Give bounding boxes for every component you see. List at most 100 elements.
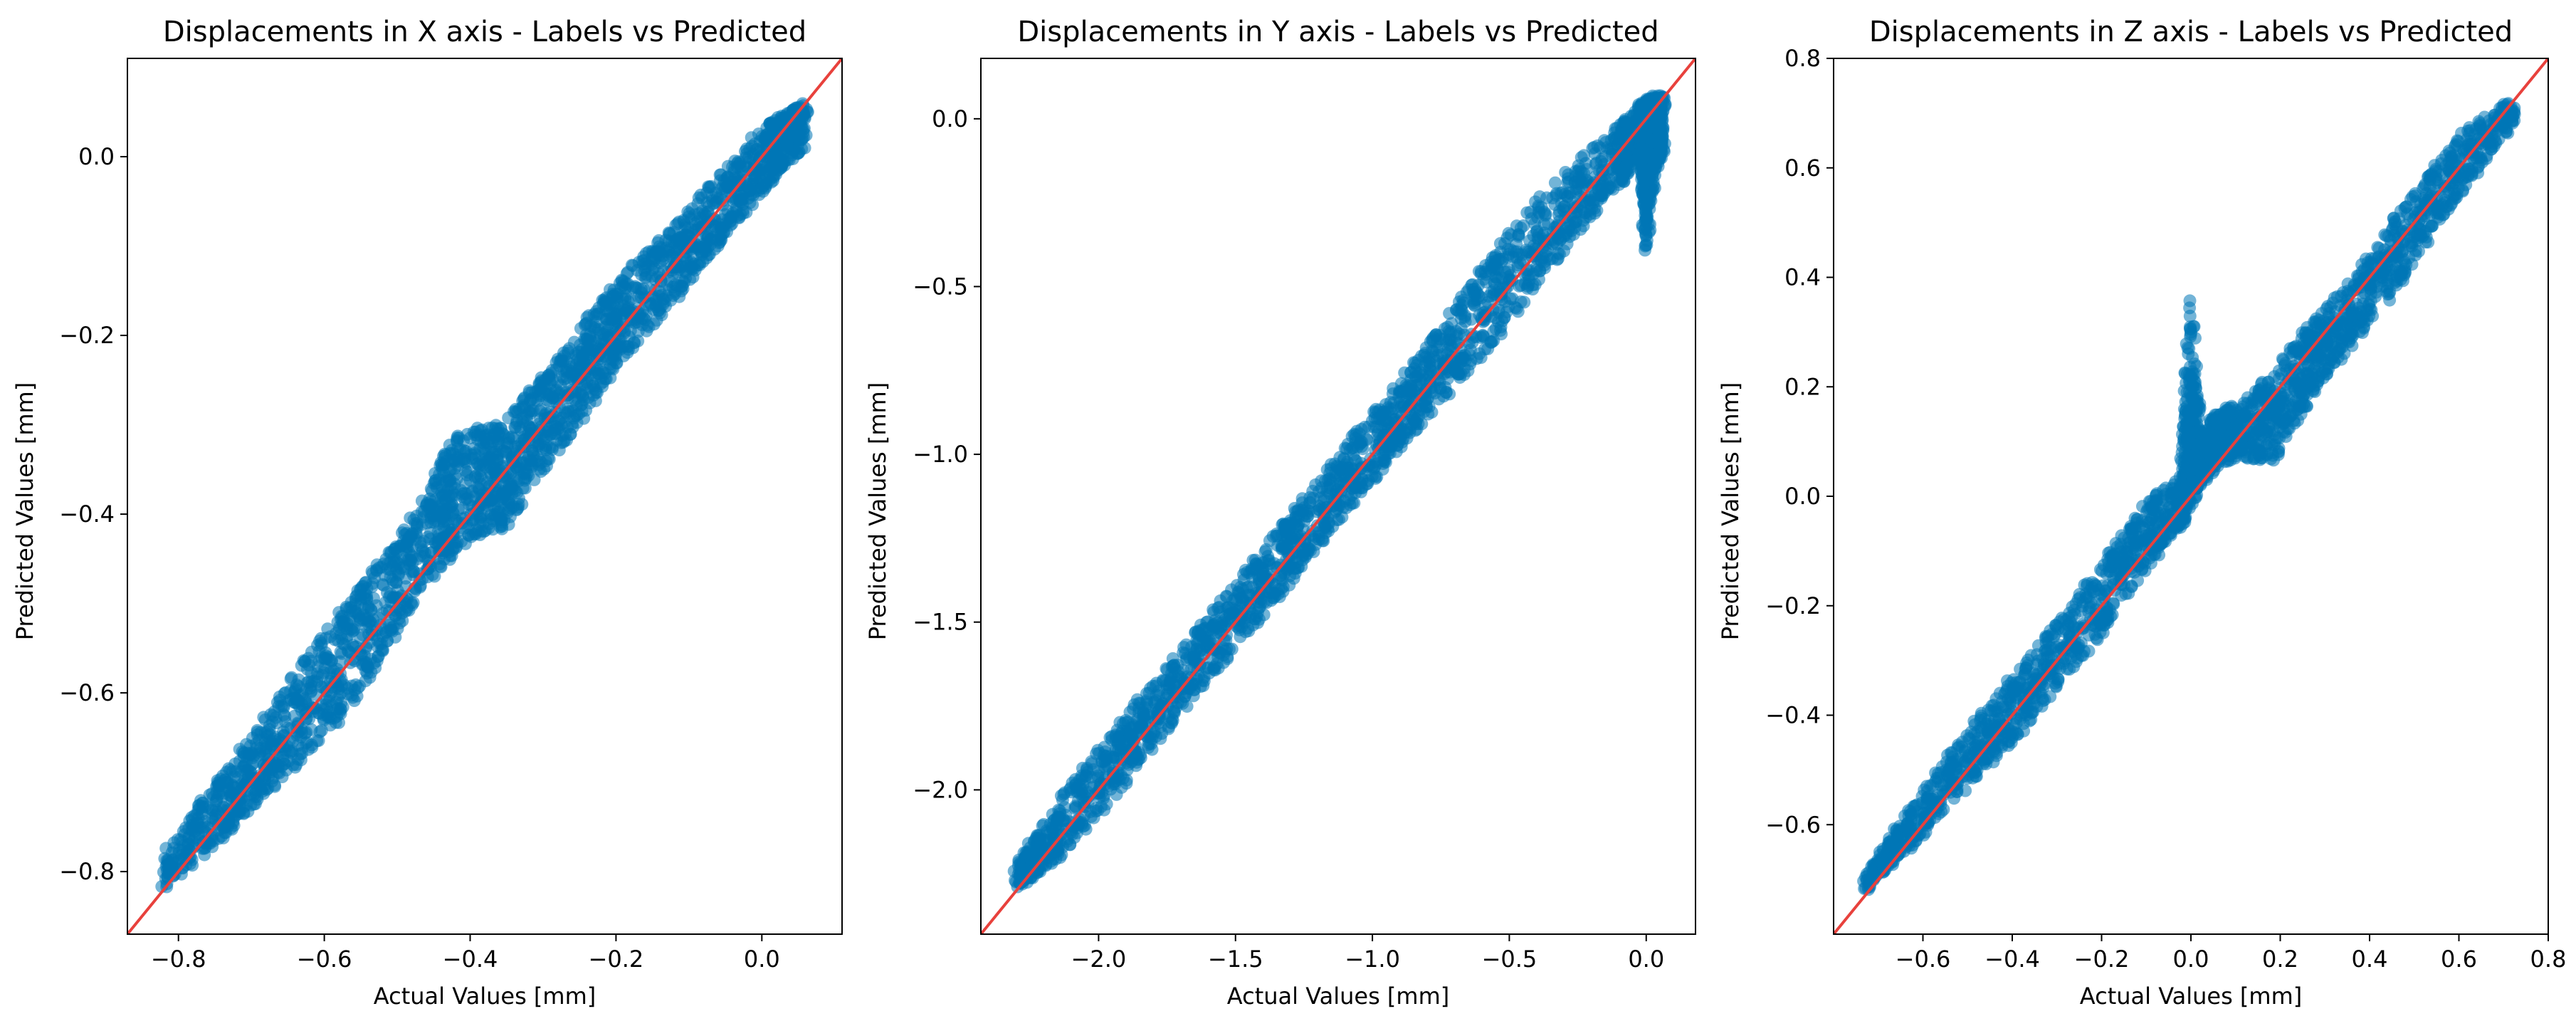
data-point — [739, 145, 752, 158]
data-point — [574, 387, 587, 401]
data-point — [764, 149, 778, 162]
x-tick-label: −0.2 — [589, 946, 644, 973]
data-point — [389, 575, 403, 589]
scatter-points-y — [1007, 89, 1672, 894]
data-point — [321, 622, 335, 636]
data-point — [1071, 821, 1084, 834]
data-point — [1134, 751, 1147, 765]
data-point — [251, 726, 264, 739]
x-tick-label: 0.0 — [744, 946, 780, 973]
data-point — [1300, 510, 1314, 523]
data-point — [1355, 423, 1368, 436]
data-point — [1012, 855, 1026, 869]
data-point — [351, 681, 364, 695]
y-tick-label: 0.0 — [78, 143, 115, 170]
data-point — [1056, 793, 1069, 807]
data-point — [448, 488, 461, 502]
data-point — [615, 273, 629, 287]
data-point — [673, 231, 687, 244]
data-point — [1236, 582, 1249, 596]
data-point — [629, 280, 642, 293]
data-point — [253, 768, 267, 782]
data-point — [1315, 474, 1328, 488]
data-point — [387, 591, 400, 604]
x-tick-label: −0.8 — [151, 946, 206, 973]
data-point — [431, 525, 445, 539]
data-point — [450, 472, 463, 486]
data-point — [599, 295, 612, 308]
data-point — [721, 159, 735, 173]
data-point — [509, 402, 522, 416]
data-point — [1090, 747, 1103, 760]
data-point — [468, 448, 482, 461]
data-point — [1349, 486, 1362, 500]
data-point — [1378, 451, 1392, 464]
data-point — [226, 765, 239, 778]
data-point — [621, 295, 635, 308]
data-point — [384, 624, 397, 637]
chart-title-x: Displacements in X axis - Labels vs Pred… — [163, 16, 806, 48]
data-point — [370, 558, 384, 572]
data-point — [526, 446, 540, 460]
data-point — [1123, 706, 1137, 719]
data-point — [376, 643, 389, 656]
data-point — [401, 540, 414, 554]
data-point — [1239, 563, 1252, 577]
data-point — [1502, 226, 1515, 240]
data-point — [263, 719, 276, 733]
data-point — [768, 114, 782, 127]
data-point — [360, 666, 374, 680]
data-point — [590, 305, 603, 318]
data-point — [425, 494, 438, 508]
data-point — [185, 811, 199, 825]
data-point — [466, 486, 479, 499]
data-point — [448, 454, 462, 467]
data-point — [786, 129, 799, 142]
data-point — [332, 682, 345, 696]
data-point — [571, 353, 584, 367]
data-point — [268, 705, 281, 718]
data-point — [490, 454, 504, 467]
data-point — [310, 734, 324, 748]
x-tick-label: −0.4 — [443, 946, 498, 973]
data-point — [338, 638, 351, 651]
data-point — [515, 440, 528, 454]
data-point — [578, 333, 592, 346]
data-point — [548, 427, 562, 441]
data-point — [485, 493, 498, 507]
data-point — [527, 404, 540, 417]
data-point — [485, 441, 498, 455]
data-point — [550, 356, 563, 370]
data-point — [210, 780, 224, 793]
data-point — [780, 139, 794, 152]
chart-panel-x: Displacements in X axis - Labels vs Pred… — [11, 16, 843, 1010]
data-point — [312, 654, 326, 668]
data-point — [593, 326, 606, 340]
data-point — [1410, 359, 1424, 372]
data-point — [304, 686, 317, 699]
plot-area-x: −0.8 −0.6 −0.4 −0.2 0.0−0.8−0.6−0.4−0.20.0 — [59, 58, 843, 973]
data-point — [333, 702, 347, 716]
data-point — [1548, 176, 1562, 189]
data-point — [800, 105, 814, 119]
data-point — [248, 787, 261, 801]
data-point — [1017, 846, 1031, 859]
y-axis-label-x: Predicted Values [mm] — [11, 382, 38, 640]
data-point — [272, 760, 285, 773]
data-point — [244, 765, 257, 779]
y-tick-label: −0.2 — [59, 322, 115, 349]
data-point — [409, 533, 422, 546]
data-point — [1361, 477, 1374, 491]
data-point — [703, 181, 715, 194]
data-point — [601, 313, 614, 326]
data-point — [574, 322, 587, 335]
data-point — [483, 480, 496, 493]
data-point — [344, 623, 357, 637]
data-point — [337, 609, 350, 623]
data-point — [171, 833, 184, 847]
data-point — [1530, 263, 1543, 277]
data-point — [1259, 543, 1273, 556]
data-point — [509, 421, 522, 434]
data-point — [516, 481, 530, 495]
data-point — [1085, 810, 1098, 823]
